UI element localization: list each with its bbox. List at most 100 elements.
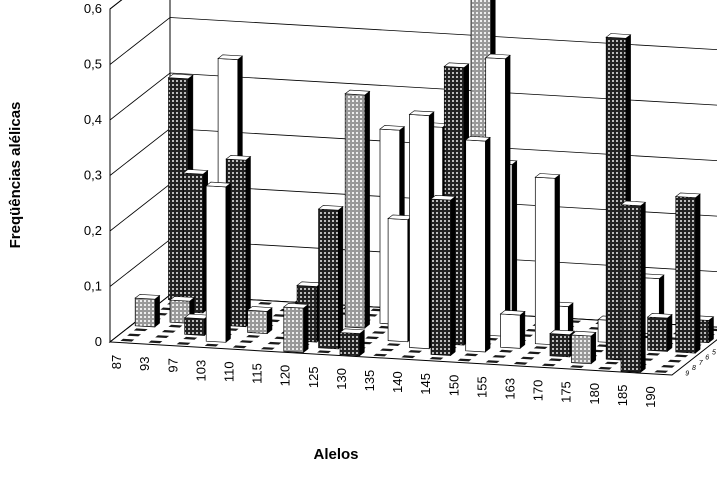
floor-tile <box>239 340 254 343</box>
floor-tile <box>380 348 394 352</box>
floor-tile <box>674 354 689 358</box>
floor-tile <box>258 302 272 305</box>
floor-tile <box>492 355 507 358</box>
floor-tile <box>667 359 682 363</box>
floor-tile <box>485 360 500 363</box>
floor-tile <box>365 336 380 340</box>
floor-tile <box>204 343 219 347</box>
y-tick-label: 0,5 <box>84 57 102 72</box>
floor-tile <box>604 361 619 365</box>
y-tick-label: 0 <box>95 334 102 349</box>
x-axis-title: Alelos <box>313 446 358 463</box>
y-axis-title: Freqüências alélicas <box>7 102 24 249</box>
bar <box>534 173 561 346</box>
x-tick-label: 190 <box>643 386 658 408</box>
y-tick-label: 0,1 <box>84 279 102 294</box>
y-tick-label: 0,2 <box>84 223 102 238</box>
floor-tile <box>527 351 542 355</box>
floor-tile <box>232 345 247 349</box>
x-tick-label: 103 <box>193 360 208 382</box>
floor-tile <box>499 349 513 353</box>
depth-tick-label: 7 <box>699 360 704 367</box>
bar <box>282 302 310 354</box>
x-tick-label: 140 <box>390 371 405 393</box>
floor-tile <box>598 366 612 370</box>
floor-tile <box>373 353 388 357</box>
x-tick-label: 115 <box>250 363 265 384</box>
y-axis-ticks: 0 0,1 0,2 0,3 0,4 0,5 0,6 <box>84 1 102 349</box>
y-tick-label: 0,6 <box>84 1 102 16</box>
floor-tile <box>646 352 661 356</box>
floor-tile <box>661 365 675 368</box>
floor-tile <box>408 350 422 353</box>
floor-tile <box>272 314 287 317</box>
x-axis-ticks: 87 93 97 103 110 115 120 125 130 135 140 145 150 155 1… <box>109 355 658 408</box>
bar <box>620 200 647 373</box>
gridline <box>109 72 717 121</box>
x-tick-label: 175 <box>559 381 574 403</box>
floor-tile <box>654 370 669 373</box>
x-tick-label: 135 <box>362 370 377 392</box>
y-tick-label: 0,4 <box>84 112 102 127</box>
bar <box>430 194 457 357</box>
floor-tile <box>120 338 135 342</box>
bar <box>549 329 576 358</box>
bar <box>387 214 414 343</box>
bar <box>183 313 210 337</box>
floor-tile <box>176 342 191 345</box>
floor-tile <box>513 361 528 365</box>
bars <box>134 0 715 373</box>
floor-tile <box>401 355 416 359</box>
gridline <box>109 17 717 65</box>
floor-tile <box>168 324 183 328</box>
floor-tile <box>541 363 556 367</box>
bar <box>499 309 526 349</box>
floor-tile <box>570 365 584 368</box>
floor-tile <box>161 330 176 333</box>
x-tick-label: 120 <box>278 365 293 387</box>
depth-tick-label: 9 <box>685 370 689 377</box>
floor-tile <box>183 336 198 340</box>
bar <box>339 328 366 357</box>
bar <box>246 306 273 335</box>
bar <box>317 205 344 350</box>
floor-tile <box>317 350 331 354</box>
floor-tile <box>429 357 444 360</box>
bar <box>484 53 511 337</box>
x-tick-label: 163 <box>503 378 518 400</box>
x-tick-label: 93 <box>137 357 152 371</box>
x-tick-label: 130 <box>334 368 349 390</box>
bar <box>646 312 673 352</box>
floor-tile <box>533 346 548 349</box>
bar <box>134 294 161 328</box>
bar <box>225 155 252 328</box>
floor-tile <box>127 333 141 337</box>
x-tick-label: 185 <box>615 385 630 407</box>
floor-tile <box>457 358 472 362</box>
x-tick-label: 170 <box>531 380 546 402</box>
x-tick-label: 150 <box>446 375 461 397</box>
bar <box>570 330 597 365</box>
floor-tile <box>520 356 535 360</box>
bar <box>408 110 435 350</box>
x-tick-label: 87 <box>109 355 124 369</box>
depth-tick-label: 6 <box>705 355 709 362</box>
bar <box>464 135 491 353</box>
floor-tile <box>148 340 163 344</box>
x-tick-label: 155 <box>474 376 489 398</box>
x-tick-label: 97 <box>165 358 180 372</box>
bar <box>344 89 371 329</box>
left-wall <box>109 0 171 344</box>
x-tick-label: 180 <box>587 383 602 405</box>
floor-tile <box>260 347 275 350</box>
floor-tile <box>464 353 479 357</box>
x-tick-label: 145 <box>418 373 433 395</box>
bar <box>205 181 232 343</box>
floor-tile <box>133 328 148 332</box>
floor-tile <box>267 341 282 345</box>
bar <box>182 169 209 314</box>
depth-tick-label: 5 <box>712 350 716 357</box>
bar <box>674 192 701 354</box>
depth-axis-ticks: 123456789 <box>685 350 716 378</box>
